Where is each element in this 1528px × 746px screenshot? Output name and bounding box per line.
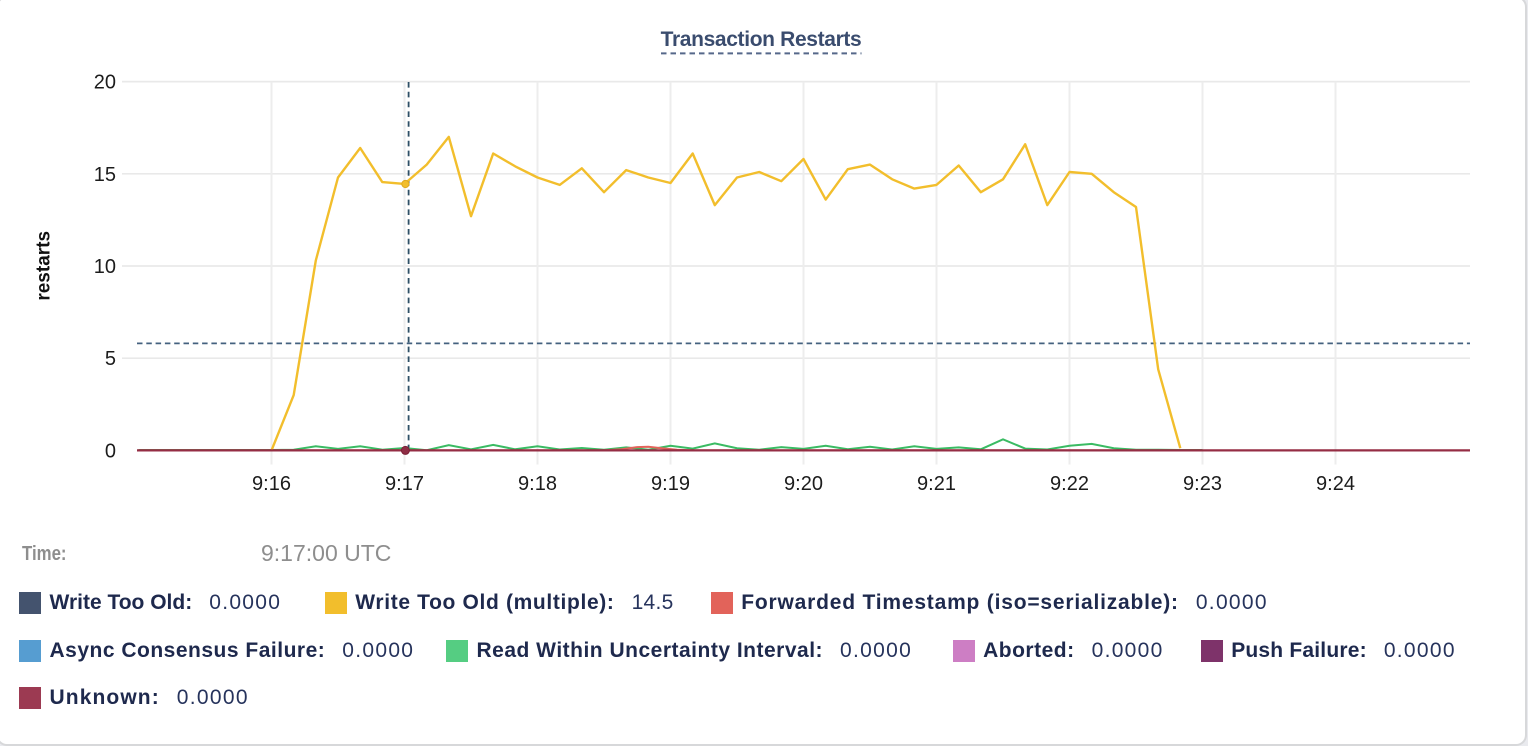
svg-text:5: 5 [105,348,116,370]
svg-text:9:20: 9:20 [784,473,823,495]
svg-text:restarts: restarts [34,231,55,301]
svg-text:9:17: 9:17 [385,473,424,495]
svg-text:20: 20 [94,72,116,94]
svg-text:10: 10 [94,256,116,278]
svg-text:9:22: 9:22 [1050,473,1089,495]
svg-text:9:21: 9:21 [917,473,956,495]
svg-text:9:24: 9:24 [1316,473,1355,495]
svg-text:9:19: 9:19 [651,473,690,495]
svg-text:9:23: 9:23 [1183,473,1222,495]
svg-text:9:16: 9:16 [252,473,291,495]
svg-text:9:18: 9:18 [518,473,557,495]
svg-text:15: 15 [94,164,116,186]
svg-text:0: 0 [105,440,116,462]
